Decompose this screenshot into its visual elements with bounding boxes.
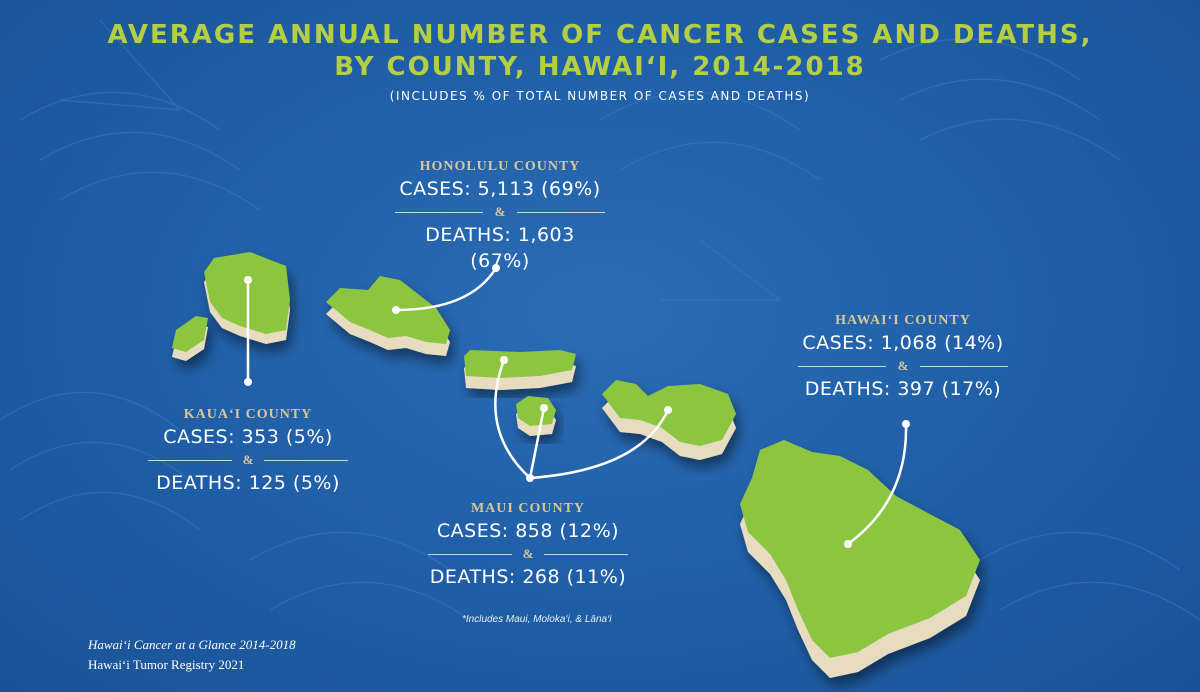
ampersand-divider: & <box>798 356 1008 376</box>
title-line-1: AVERAGE ANNUAL NUMBER OF CANCER CASES AN… <box>107 20 1093 50</box>
source-citation: Hawai‘i Cancer at a Glance 2014-2018 Haw… <box>88 635 296 675</box>
hawaii-island <box>740 440 980 678</box>
maui-connector-molokai <box>494 359 531 479</box>
maui-connector-maui <box>529 409 670 480</box>
deaths-value: DEATHS: 125 (5%) <box>156 472 340 494</box>
county-name: MAUI COUNTY <box>470 501 586 516</box>
cases-value: CASES: 353 (5%) <box>163 426 333 448</box>
ampersand-divider: & <box>395 202 605 222</box>
deaths-value: DEATHS: 397 (17%) <box>804 378 1002 400</box>
county-name: KAUA‘I COUNTY <box>183 407 313 422</box>
source-publication: Hawai‘i Cancer at a Glance 2014-2018 <box>88 637 296 652</box>
deaths-value: DEATHS: 1,603 (67%) <box>425 224 575 272</box>
county-name: HAWAI‘I COUNTY <box>835 313 971 328</box>
cases-value: CASES: 1,068 (14%) <box>802 332 1004 354</box>
molokai-island <box>464 350 576 390</box>
cases-value: CASES: 858 (12%) <box>436 520 620 542</box>
hawaii-county-label: HAWAI‘I COUNTY CASES: 1,068 (14%) & DEAT… <box>798 312 1008 402</box>
connector-dots <box>244 264 910 548</box>
title-line-2: BY COUNTY, HAWAI‘I, 2014-2018 <box>334 52 866 82</box>
ampersand-divider: & <box>148 450 348 470</box>
leaf-pattern-decoration <box>0 19 1200 621</box>
connector-lines <box>246 267 908 546</box>
cases-value: CASES: 5,113 (69%) <box>399 178 601 200</box>
maui-county-label: MAUI COUNTY CASES: 858 (12%) & DEATHS: 2… <box>428 500 628 590</box>
hawaii-connector <box>847 423 908 546</box>
subtitle: (INCLUDES % OF TOTAL NUMBER OF CASES AND… <box>389 89 811 103</box>
ampersand-divider: & <box>428 544 628 564</box>
lanai-island <box>516 396 556 436</box>
maui-connector-lanai <box>528 407 546 479</box>
kauai-island <box>172 252 290 361</box>
honolulu-connector <box>395 267 498 312</box>
kauai-county-label: KAUA‘I COUNTY CASES: 353 (5%) & DEATHS: … <box>148 406 348 496</box>
county-name: HONOLULU COUNTY <box>419 159 581 174</box>
maui-island <box>602 380 736 460</box>
maui-footnote: *Includes Maui, Moloka‘i, & Lāna‘i <box>462 614 612 625</box>
honolulu-county-label: HONOLULU COUNTY CASES: 5,113 (69%) & DEA… <box>395 158 605 274</box>
source-registry: Hawai‘i Tumor Registry 2021 <box>88 657 245 672</box>
deaths-value: DEATHS: 268 (11%) <box>429 566 627 588</box>
oahu-island <box>326 276 450 356</box>
